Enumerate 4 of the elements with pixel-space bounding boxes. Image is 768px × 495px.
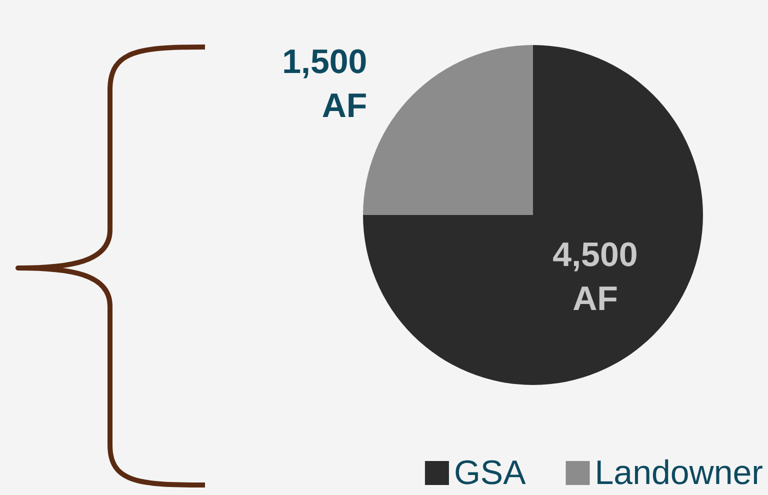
data-label: 4,500 AF bbox=[552, 236, 638, 318]
data-label: 1,500 AF bbox=[282, 43, 368, 126]
legend-label: Landowner bbox=[594, 454, 764, 492]
legend-label: GSA bbox=[454, 454, 526, 492]
